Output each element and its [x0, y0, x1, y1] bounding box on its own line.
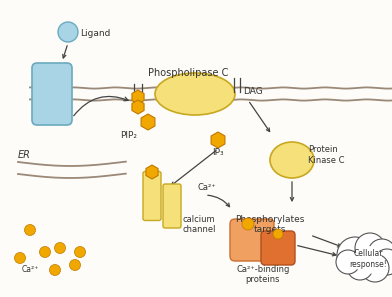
Circle shape: [58, 22, 78, 42]
Circle shape: [354, 246, 382, 274]
Text: Protein
Kinase C: Protein Kinase C: [308, 145, 345, 165]
FancyBboxPatch shape: [163, 184, 181, 228]
Circle shape: [242, 218, 254, 230]
FancyBboxPatch shape: [230, 219, 274, 261]
Circle shape: [337, 237, 373, 273]
Circle shape: [49, 265, 60, 276]
Text: ER: ER: [18, 150, 31, 160]
Text: Cellular
response!: Cellular response!: [349, 249, 387, 269]
Polygon shape: [211, 132, 225, 148]
Text: PIP₂: PIP₂: [120, 131, 137, 140]
Polygon shape: [146, 165, 158, 179]
Text: Phosphorylates
targets: Phosphorylates targets: [235, 215, 305, 234]
Polygon shape: [141, 114, 155, 130]
Text: Ca²⁺: Ca²⁺: [22, 265, 39, 274]
Circle shape: [374, 249, 392, 275]
Polygon shape: [132, 90, 144, 104]
Circle shape: [54, 242, 65, 254]
Circle shape: [273, 229, 283, 239]
Text: Ligand: Ligand: [80, 29, 111, 37]
Circle shape: [336, 250, 360, 274]
Polygon shape: [132, 100, 144, 114]
Circle shape: [368, 239, 392, 267]
Circle shape: [40, 247, 51, 257]
Circle shape: [347, 254, 373, 280]
Text: Ca²⁺: Ca²⁺: [198, 183, 217, 192]
Text: calcium
channel: calcium channel: [183, 215, 216, 234]
FancyBboxPatch shape: [261, 231, 295, 265]
Circle shape: [74, 247, 85, 257]
Ellipse shape: [155, 73, 235, 115]
Text: Ca²⁺-binding
proteins: Ca²⁺-binding proteins: [236, 265, 290, 285]
Text: Phospholipase C: Phospholipase C: [148, 68, 229, 78]
Circle shape: [24, 225, 36, 236]
Text: IP₃: IP₃: [212, 148, 223, 157]
Circle shape: [15, 252, 25, 263]
FancyBboxPatch shape: [32, 63, 72, 125]
Text: DAG: DAG: [243, 86, 263, 96]
FancyBboxPatch shape: [143, 171, 161, 220]
Ellipse shape: [270, 142, 314, 178]
Circle shape: [355, 233, 385, 263]
Circle shape: [69, 260, 80, 271]
Circle shape: [361, 254, 389, 282]
